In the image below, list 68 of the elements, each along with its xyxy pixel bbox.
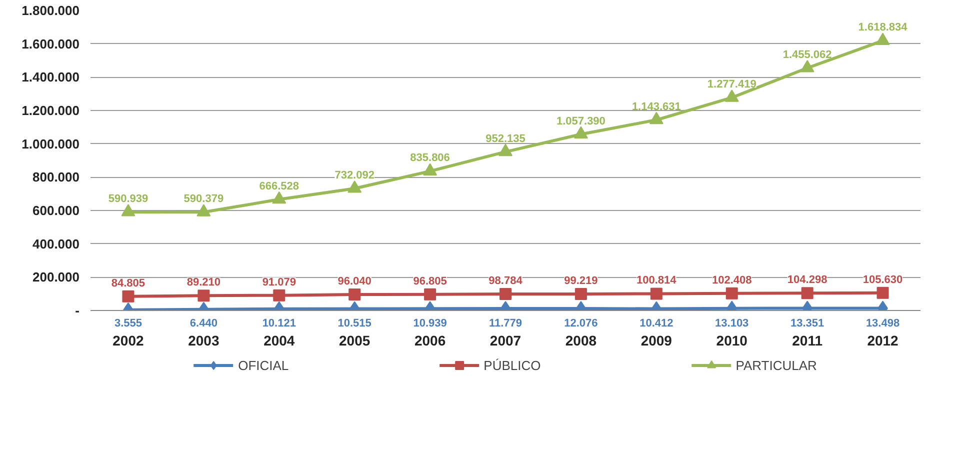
y-tick-label: - — [75, 303, 80, 318]
y-tick-label: 1.800.000 — [22, 3, 80, 18]
data-label: 1.455.062 — [782, 48, 832, 61]
data-label: 10.939 — [413, 318, 447, 330]
data-label: 13.498 — [866, 318, 900, 330]
y-tick-label: 1.600.000 — [22, 36, 80, 52]
x-tick-label: 2012 — [867, 332, 899, 348]
data-label: 84.805 — [111, 277, 146, 290]
data-label: 10.121 — [262, 318, 296, 330]
point — [348, 180, 362, 193]
point — [498, 144, 512, 156]
data-label: 12.076 — [564, 318, 598, 330]
data-label: 835.806 — [410, 152, 450, 164]
x-tick-label: 2010 — [716, 332, 748, 348]
legend-label: OFICIAL — [238, 358, 289, 372]
point — [121, 204, 136, 216]
y-tick-label: 800.000 — [32, 170, 80, 185]
data-label: 13.103 — [715, 318, 749, 330]
point — [196, 204, 211, 216]
x-tick-label: 2003 — [188, 332, 220, 348]
data-label: 590.939 — [108, 193, 148, 206]
y-tick-label: 1.400.000 — [22, 70, 80, 85]
x-tick-label: 2004 — [264, 332, 295, 348]
y-tick-label: 1.000.000 — [22, 136, 80, 152]
point — [649, 112, 664, 124]
y-tick-label: 200.000 — [32, 270, 80, 285]
x-tick-label: 2011 — [792, 332, 823, 348]
x-tick-label: 2008 — [565, 332, 597, 348]
data-label: 10.515 — [338, 318, 372, 330]
data-label: 98.784 — [488, 275, 524, 288]
point — [574, 126, 588, 139]
x-tick-label: 2002 — [112, 332, 144, 348]
data-label: 952.135 — [486, 132, 526, 145]
x-tick-label: 2009 — [640, 332, 672, 348]
data-label: 590.379 — [184, 193, 224, 206]
data-label: 13.351 — [790, 318, 824, 330]
data-label: 1.618.834 — [858, 22, 908, 34]
point — [800, 60, 814, 72]
data-label: 105.630 — [862, 274, 903, 286]
data-label: 1.143.631 — [632, 100, 681, 113]
point — [272, 191, 286, 204]
point — [423, 163, 438, 176]
y-tick-label: 400.000 — [32, 236, 80, 252]
data-label: 11.779 — [488, 318, 522, 330]
data-label: 89.210 — [186, 276, 221, 289]
y-tick-label: 600.000 — [32, 203, 80, 218]
point — [876, 32, 890, 45]
data-label: 100.814 — [636, 274, 678, 287]
data-label: 732.092 — [334, 169, 374, 182]
data-label: 666.528 — [259, 180, 300, 192]
point — [724, 90, 739, 102]
legend-label: PARTICULAR — [736, 358, 817, 372]
data-label: 3.555 — [114, 318, 142, 330]
x-tick-label: 2007 — [490, 332, 522, 348]
data-label: 102.408 — [712, 274, 752, 286]
legend-label: PÚBLICO — [484, 358, 541, 372]
data-label: 91.079 — [262, 276, 296, 288]
data-label: 96.805 — [413, 275, 447, 288]
data-label: 1.057.390 — [556, 115, 606, 128]
data-label: 104.298 — [787, 274, 828, 286]
x-tick-label: 2006 — [414, 332, 446, 348]
data-label: 96.040 — [338, 275, 372, 288]
data-label: 99.219 — [564, 274, 598, 287]
y-tick-label: 1.200.000 — [22, 103, 80, 118]
data-label: 6.440 — [190, 318, 218, 330]
x-tick-label: 2005 — [339, 332, 370, 348]
data-label: 10.412 — [640, 318, 674, 330]
data-label: 1.277.419 — [707, 78, 756, 91]
